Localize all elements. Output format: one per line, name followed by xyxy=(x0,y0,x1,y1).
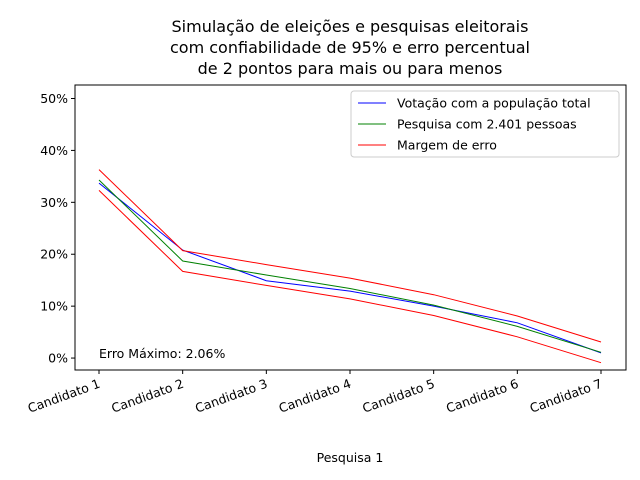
legend-label: Margem de erro xyxy=(397,138,497,153)
x-tick-label: Candidato 3 xyxy=(193,376,269,416)
y-tick-label: 10% xyxy=(40,299,68,314)
y-axis: 0% 10% 20% 30% 40% 50% xyxy=(40,91,75,366)
x-tick-label: Candidato 2 xyxy=(109,376,185,416)
x-axis-label: Pesquisa 1 xyxy=(317,450,384,465)
legend: Votação com a população total Pesquisa co… xyxy=(350,90,620,158)
chart-title: Simulação de eleições e pesquisas eleito… xyxy=(170,17,530,78)
y-tick-label: 30% xyxy=(40,195,68,210)
title-line-3: de 2 pontos para mais ou para menos xyxy=(198,59,503,78)
x-tick-label: Candidato 1 xyxy=(26,376,102,416)
y-tick-label: 20% xyxy=(40,247,68,262)
x-tick-label: Candidato 6 xyxy=(444,376,520,416)
series-line-2 xyxy=(98,179,602,353)
series-line-3 xyxy=(98,169,602,343)
x-tick-label: Candidato 4 xyxy=(277,376,353,416)
title-line-2: com confiabilidade de 95% e erro percent… xyxy=(170,38,530,57)
title-line-1: Simulação de eleições e pesquisas eleito… xyxy=(172,17,529,36)
legend-box xyxy=(350,90,620,158)
legend-label: Votação com a população total xyxy=(397,96,591,111)
x-tick-label: Candidato 7 xyxy=(528,376,604,416)
max-error-annotation: Erro Máximo: 2.06% xyxy=(99,346,225,361)
y-tick-label: 40% xyxy=(40,143,68,158)
y-tick-label: 50% xyxy=(40,91,68,106)
series-line-1 xyxy=(98,182,602,354)
y-tick-label: 0% xyxy=(48,351,68,366)
x-tick-label: Candidato 5 xyxy=(360,376,436,416)
x-axis: Candidato 1 Candidato 2 Candidato 3 Candida… xyxy=(26,370,604,416)
series-line-4 xyxy=(98,190,602,364)
legend-label: Pesquisa com 2.401 pessoas xyxy=(397,117,577,132)
series-layer xyxy=(98,169,602,364)
